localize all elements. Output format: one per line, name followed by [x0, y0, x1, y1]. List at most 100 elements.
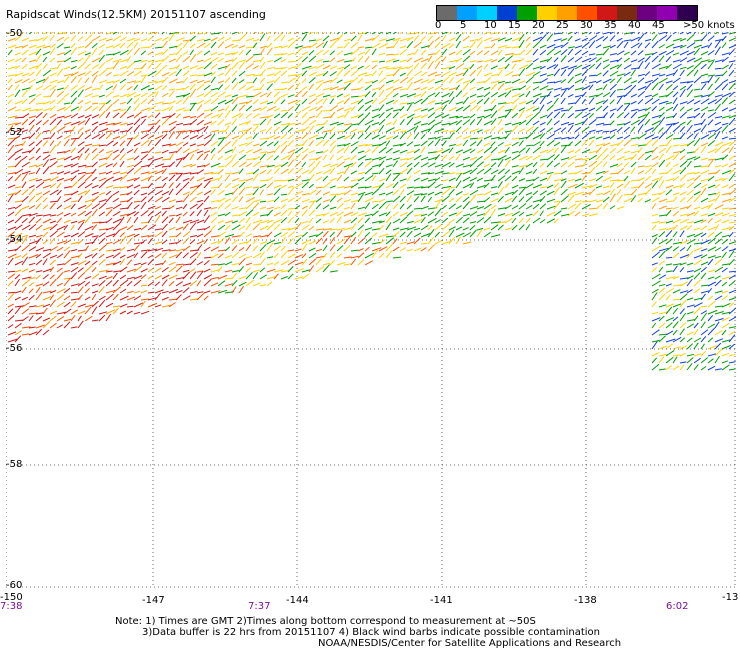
wind-barb: [7, 303, 14, 308]
wind-barb: [378, 192, 386, 196]
wind-barb: [91, 273, 100, 280]
wind-barb: [679, 143, 689, 147]
wind-barb: [224, 159, 233, 168]
wind-barb: [126, 41, 134, 49]
wind-barb: [119, 49, 129, 56]
wind-barb: [287, 122, 296, 126]
wind-barb: [497, 45, 508, 49]
wind-barb: [672, 91, 679, 98]
wind-barb: [245, 81, 253, 84]
wind-barb: [686, 69, 695, 77]
wind-barb: [518, 217, 524, 224]
wind-barb: [406, 64, 414, 70]
wind-barb: [105, 218, 113, 224]
wind-barb: [343, 97, 350, 105]
wind-barb: [651, 51, 658, 56]
wind-barb: [280, 99, 286, 105]
wind-barb: [658, 250, 666, 259]
wind-barb: [70, 65, 77, 70]
wind-barb: [259, 241, 268, 245]
wind-barb: [602, 196, 610, 203]
wind-barb: [182, 191, 190, 196]
wind-barb: [133, 70, 142, 77]
wind-barb: [609, 64, 620, 70]
wind-barb: [238, 211, 247, 217]
wind-barb: [462, 119, 471, 126]
wind-barb: [497, 168, 505, 175]
wind-barb: [175, 251, 183, 259]
footnote-line-2: 3)Data buffer is 22 hrs from 20151107 4)…: [142, 627, 600, 638]
wind-barb: [91, 114, 100, 119]
wind-barb: [651, 234, 658, 238]
wind-barb: [378, 66, 389, 70]
wind-barb: [245, 136, 253, 140]
wind-barb: [49, 274, 55, 280]
wind-barb: [420, 216, 426, 224]
wind-barb: [581, 185, 592, 189]
wind-barb: [560, 87, 569, 91]
wind-barb: [672, 77, 681, 84]
wind-barb: [287, 94, 295, 98]
wind-barb: [644, 198, 651, 203]
wind-barb: [623, 84, 633, 91]
wind-barb: [448, 226, 456, 231]
wind-barb: [252, 42, 258, 49]
wind-barb: [686, 262, 694, 266]
wind-barb: [392, 59, 400, 63]
wind-barb: [245, 95, 255, 98]
wind-barb: [441, 87, 450, 91]
wind-barb: [728, 334, 736, 343]
wind-barb: [399, 66, 408, 70]
wind-barb: [371, 134, 380, 140]
wind-barb: [595, 192, 604, 196]
wind-barb: [70, 326, 78, 329]
wind-barb: [112, 74, 120, 77]
wind-barb: [511, 53, 521, 56]
wind-barb: [252, 113, 260, 119]
wind-barb: [651, 340, 658, 350]
wind-barb: [56, 231, 65, 238]
wind-barb: [56, 253, 64, 259]
wind-barb: [700, 197, 709, 203]
wind-barb: [217, 202, 224, 210]
wind-barb: [84, 260, 91, 266]
wind-barb: [707, 109, 715, 112]
wind-barb: [700, 83, 707, 91]
wind-barb: [448, 37, 456, 42]
wind-barb: [91, 47, 98, 56]
wind-barb: [252, 252, 262, 259]
wind-barb: [441, 92, 450, 98]
wind-barb: [399, 45, 407, 49]
wind-barb: [245, 127, 253, 133]
wind-barb: [189, 153, 195, 161]
wind-barb: [546, 184, 554, 189]
wind-barb: [700, 239, 710, 245]
wind-barb: [448, 71, 457, 77]
wind-barb: [259, 128, 267, 133]
wind-barb: [357, 229, 364, 238]
wind-barb: [329, 163, 338, 168]
wind-barb: [28, 39, 38, 42]
wind-barb: [357, 133, 364, 140]
wind-barb: [266, 199, 275, 203]
wind-barb: [658, 345, 668, 350]
wind-barb: [399, 93, 409, 98]
wind-barb: [147, 216, 153, 224]
wind-barb: [448, 77, 455, 84]
wind-barb: [322, 191, 331, 196]
wind-barb: [392, 68, 400, 77]
wind-barb: [714, 191, 721, 196]
wind-barb: [707, 83, 714, 91]
wind-barb: [546, 64, 557, 70]
wind-barb: [14, 143, 24, 147]
wind-barb: [581, 213, 589, 217]
wind-barb: [112, 171, 121, 175]
wind-barb: [469, 50, 476, 56]
wind-barb: [392, 135, 399, 140]
wind-barb: [336, 174, 343, 182]
wind-barb: [665, 263, 673, 266]
wind-barb: [364, 48, 371, 56]
wind-barb: [616, 147, 624, 154]
wind-barb: [49, 132, 56, 140]
wind-barb: [322, 139, 330, 147]
